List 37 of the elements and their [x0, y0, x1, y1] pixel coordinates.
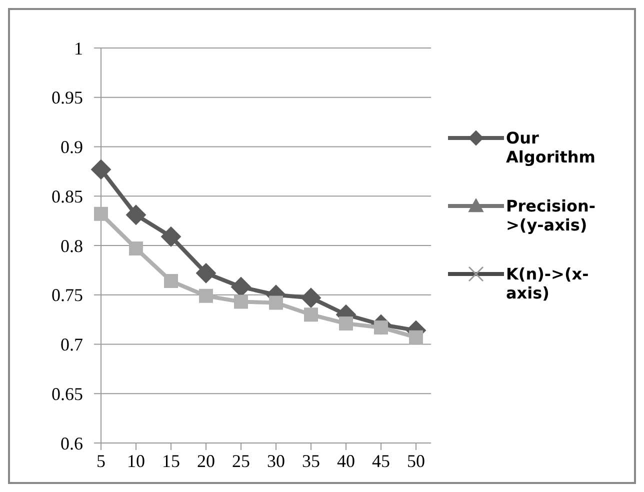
- point: [234, 294, 248, 309]
- point: [164, 274, 178, 288]
- x-tick-label: 40: [337, 451, 355, 471]
- x-tick-label: 5: [96, 451, 106, 471]
- point: [231, 276, 251, 297]
- x-tick-label: 45: [372, 451, 390, 471]
- x-tick-label: 35: [302, 451, 320, 471]
- y-tick-label: 0.65: [52, 384, 83, 404]
- x-tick-label: 25: [232, 451, 250, 471]
- y-tick-label: 0.85: [52, 186, 83, 206]
- point: [301, 288, 321, 308]
- point: [161, 226, 181, 247]
- point: [94, 206, 108, 221]
- x-tick-label: 30: [267, 451, 285, 471]
- legend-label: K(n)->(x-axis): [506, 264, 589, 303]
- y-tick-label: 0.95: [52, 88, 83, 108]
- point: [199, 288, 213, 303]
- point: [304, 308, 318, 322]
- point: [409, 330, 423, 344]
- y-tick-label: 0.6: [60, 433, 83, 454]
- legend-label: Our Algorithm: [506, 128, 596, 167]
- point: [91, 159, 111, 180]
- legend-label: Precision->(y-axis): [506, 196, 596, 235]
- point: [126, 204, 146, 225]
- point: [129, 241, 143, 256]
- x-tick-label: 20: [197, 451, 215, 471]
- x-tick-label: 15: [162, 451, 180, 471]
- point: [196, 263, 216, 284]
- point: [339, 316, 353, 331]
- point: [269, 296, 283, 310]
- y-tick-label: 1: [74, 38, 83, 58]
- y-tick-label: 0.75: [52, 285, 83, 306]
- y-tick-label: 0.8: [60, 236, 83, 256]
- x-tick-label: 50: [407, 451, 425, 471]
- x-tick-label: 10: [127, 451, 145, 471]
- y-tick-label: 0.9: [60, 137, 83, 158]
- y-tick-label: 0.7: [60, 334, 83, 355]
